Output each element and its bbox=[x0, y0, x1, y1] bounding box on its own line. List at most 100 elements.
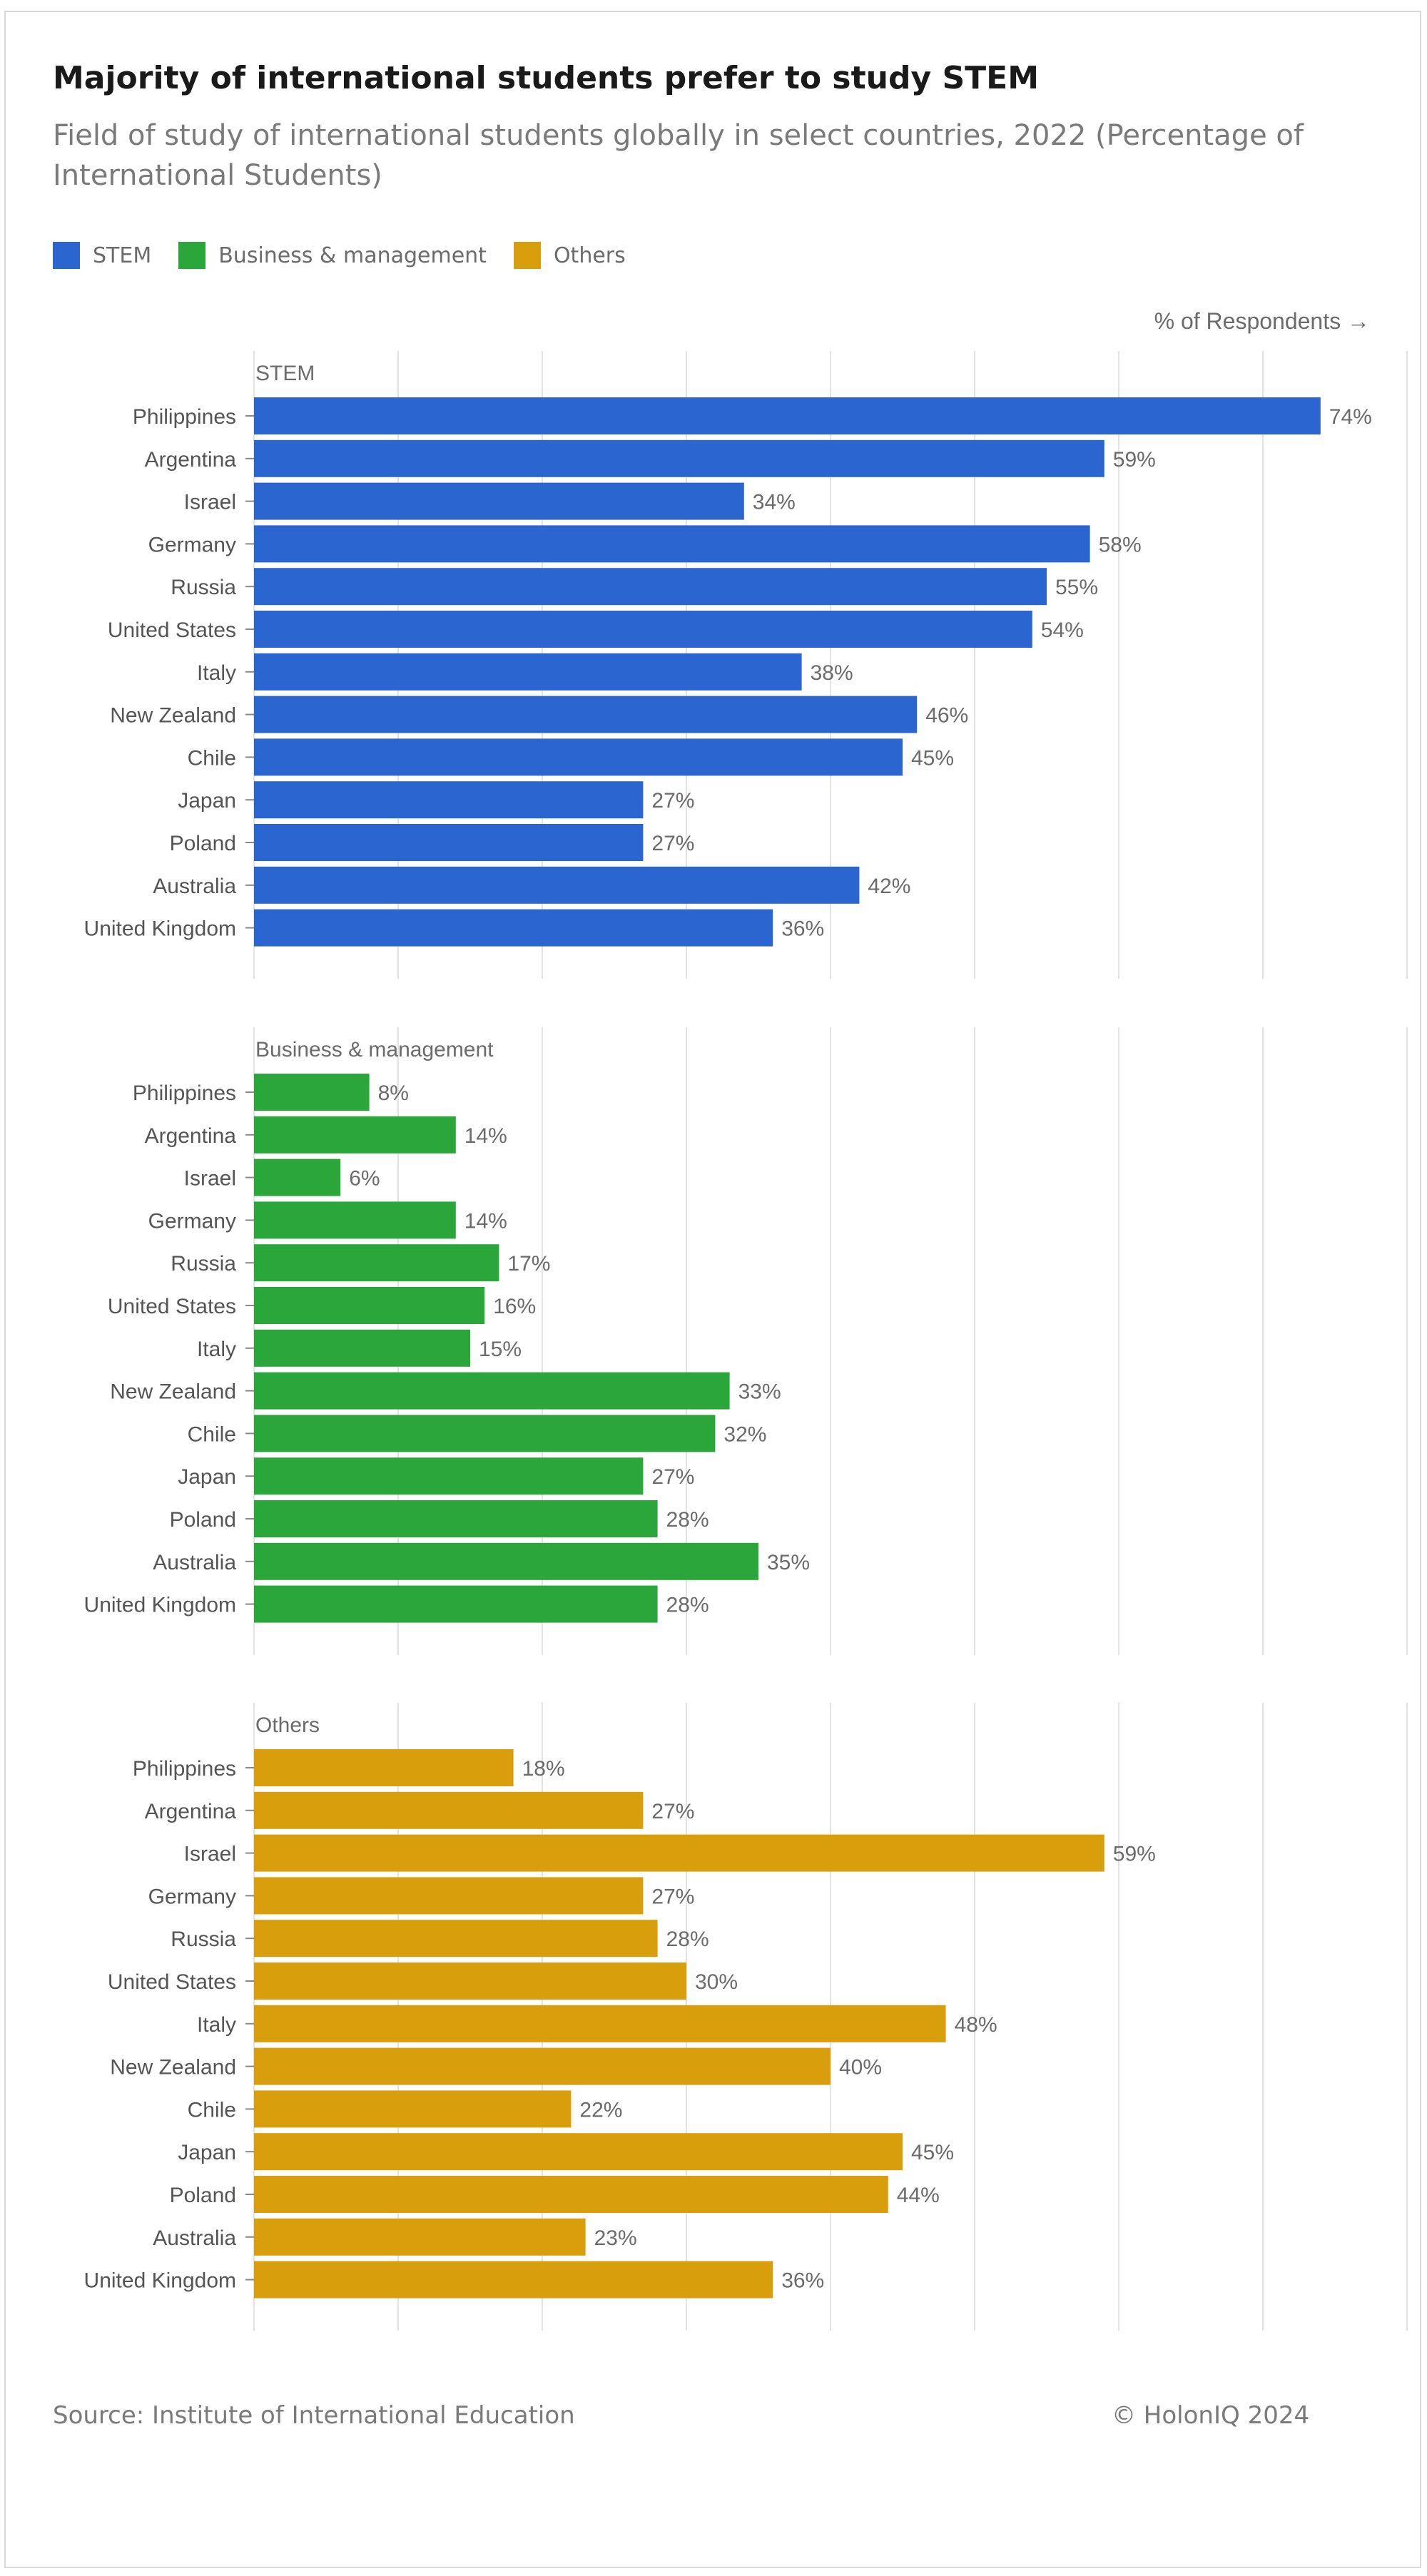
category-label: Philippines bbox=[133, 1081, 236, 1105]
category-label: Philippines bbox=[133, 1757, 236, 1781]
category-label: United States bbox=[108, 618, 236, 642]
category-label: New Zealand bbox=[110, 704, 236, 728]
category-label: New Zealand bbox=[110, 2056, 236, 2079]
bar-stem-poland bbox=[254, 824, 644, 861]
legend-item-stem[interactable]: STEM bbox=[53, 242, 151, 269]
bar-others-russia bbox=[254, 1920, 658, 1958]
bar-stem-israel bbox=[254, 482, 744, 520]
category-label: Australia bbox=[153, 875, 236, 898]
category-label: Japan bbox=[178, 2141, 236, 2164]
category-label: Poland bbox=[170, 2184, 236, 2207]
bar-stem-new-zealand bbox=[254, 696, 918, 733]
category-label: Argentina bbox=[145, 448, 237, 472]
category-label: Israel bbox=[184, 491, 236, 514]
category-label: Poland bbox=[170, 832, 236, 855]
value-label: 58% bbox=[1099, 533, 1142, 556]
copyright-note: © HolonIQ 2024 bbox=[1112, 2401, 1310, 2430]
category-label: Italy bbox=[197, 661, 236, 685]
value-label: 45% bbox=[911, 746, 954, 770]
category-label: United States bbox=[108, 1295, 236, 1318]
bar-stem-italy bbox=[254, 653, 802, 691]
bar-others-australia bbox=[254, 2218, 586, 2256]
bar-stem-united-states bbox=[254, 611, 1032, 648]
value-label: 36% bbox=[781, 917, 824, 941]
value-label: 27% bbox=[651, 1885, 694, 1908]
value-label: 28% bbox=[666, 1508, 709, 1532]
bar-business-management-japan bbox=[254, 1457, 644, 1495]
bar-others-poland bbox=[254, 2176, 888, 2213]
value-label: 30% bbox=[695, 1970, 738, 1994]
panel-label-stem: STEM bbox=[255, 362, 315, 385]
category-label: Chile bbox=[188, 746, 236, 770]
value-label: 6% bbox=[349, 1167, 380, 1191]
bar-others-chile bbox=[254, 2090, 572, 2128]
bar-business-management-united-states bbox=[254, 1287, 485, 1324]
panel-label-business-management: Business & management bbox=[255, 1038, 494, 1062]
bar-others-argentina bbox=[254, 1791, 644, 1829]
category-label: United Kingdom bbox=[84, 2269, 236, 2293]
bar-stem-chile bbox=[254, 738, 903, 776]
value-label: 59% bbox=[1113, 1843, 1156, 1866]
value-label: 17% bbox=[507, 1252, 550, 1276]
value-label: 33% bbox=[738, 1380, 781, 1404]
category-label: Argentina bbox=[145, 1124, 237, 1148]
bar-others-united-states bbox=[254, 1962, 686, 2000]
panel-label-others: Others bbox=[255, 1714, 320, 1737]
legend-label-others: Others bbox=[553, 243, 626, 268]
value-label: 48% bbox=[955, 2013, 997, 2037]
category-label: Italy bbox=[197, 1338, 236, 1361]
bar-business-management-argentina bbox=[254, 1116, 456, 1154]
chart-title: Majority of international students prefe… bbox=[53, 60, 1040, 96]
bar-business-management-russia bbox=[254, 1244, 499, 1282]
value-label: 35% bbox=[767, 1551, 810, 1574]
bar-business-management-philippines bbox=[254, 1074, 370, 1111]
category-label: Italy bbox=[197, 2013, 236, 2037]
legend-label-business: Business & management bbox=[218, 243, 487, 268]
chart-subtitle: Field of study of international students… bbox=[53, 119, 1304, 192]
bar-business-management-united-kingdom bbox=[254, 1585, 658, 1623]
value-label: 34% bbox=[753, 491, 796, 514]
bar-stem-germany bbox=[254, 525, 1090, 563]
bar-business-management-australia bbox=[254, 1542, 758, 1580]
category-label: Russia bbox=[171, 1252, 236, 1276]
bar-business-management-poland bbox=[254, 1500, 658, 1537]
value-label: 27% bbox=[651, 1465, 694, 1489]
bar-business-management-germany bbox=[254, 1201, 456, 1239]
value-label: 23% bbox=[594, 2226, 637, 2250]
bar-others-new-zealand bbox=[254, 2047, 831, 2085]
value-label: 16% bbox=[493, 1295, 536, 1318]
value-label: 54% bbox=[1041, 618, 1084, 642]
value-label: 45% bbox=[911, 2141, 954, 2164]
value-label: 22% bbox=[579, 2098, 622, 2122]
value-label: 36% bbox=[781, 2269, 824, 2293]
category-label: Poland bbox=[170, 1508, 236, 1532]
value-label: 55% bbox=[1055, 576, 1098, 599]
value-label: 59% bbox=[1113, 448, 1156, 472]
value-label: 38% bbox=[811, 661, 853, 685]
value-label: 40% bbox=[839, 2056, 882, 2079]
bar-others-germany bbox=[254, 1877, 644, 1915]
bar-others-israel bbox=[254, 1834, 1104, 1872]
category-label: Japan bbox=[178, 1465, 236, 1489]
category-label: United Kingdom bbox=[84, 917, 236, 941]
value-label: 27% bbox=[651, 832, 694, 855]
legend-item-business[interactable]: Business & management bbox=[178, 242, 487, 269]
category-label: Philippines bbox=[133, 405, 236, 429]
bar-stem-australia bbox=[254, 866, 860, 904]
value-label: 44% bbox=[897, 2184, 940, 2207]
value-label: 14% bbox=[464, 1124, 507, 1148]
category-label: United States bbox=[108, 1970, 236, 1994]
bar-stem-philippines bbox=[254, 397, 1321, 434]
value-label: 18% bbox=[522, 1757, 565, 1781]
legend-item-others[interactable]: Others bbox=[513, 242, 626, 269]
bar-others-philippines bbox=[254, 1749, 514, 1786]
category-label: Israel bbox=[184, 1167, 236, 1191]
bar-stem-russia bbox=[254, 568, 1047, 606]
value-label: 28% bbox=[666, 1594, 709, 1617]
category-label: Argentina bbox=[145, 1800, 237, 1823]
value-label: 27% bbox=[651, 789, 694, 813]
bar-stem-united-kingdom bbox=[254, 909, 773, 947]
legend-swatch-business bbox=[178, 242, 206, 269]
value-label: 8% bbox=[378, 1081, 409, 1105]
